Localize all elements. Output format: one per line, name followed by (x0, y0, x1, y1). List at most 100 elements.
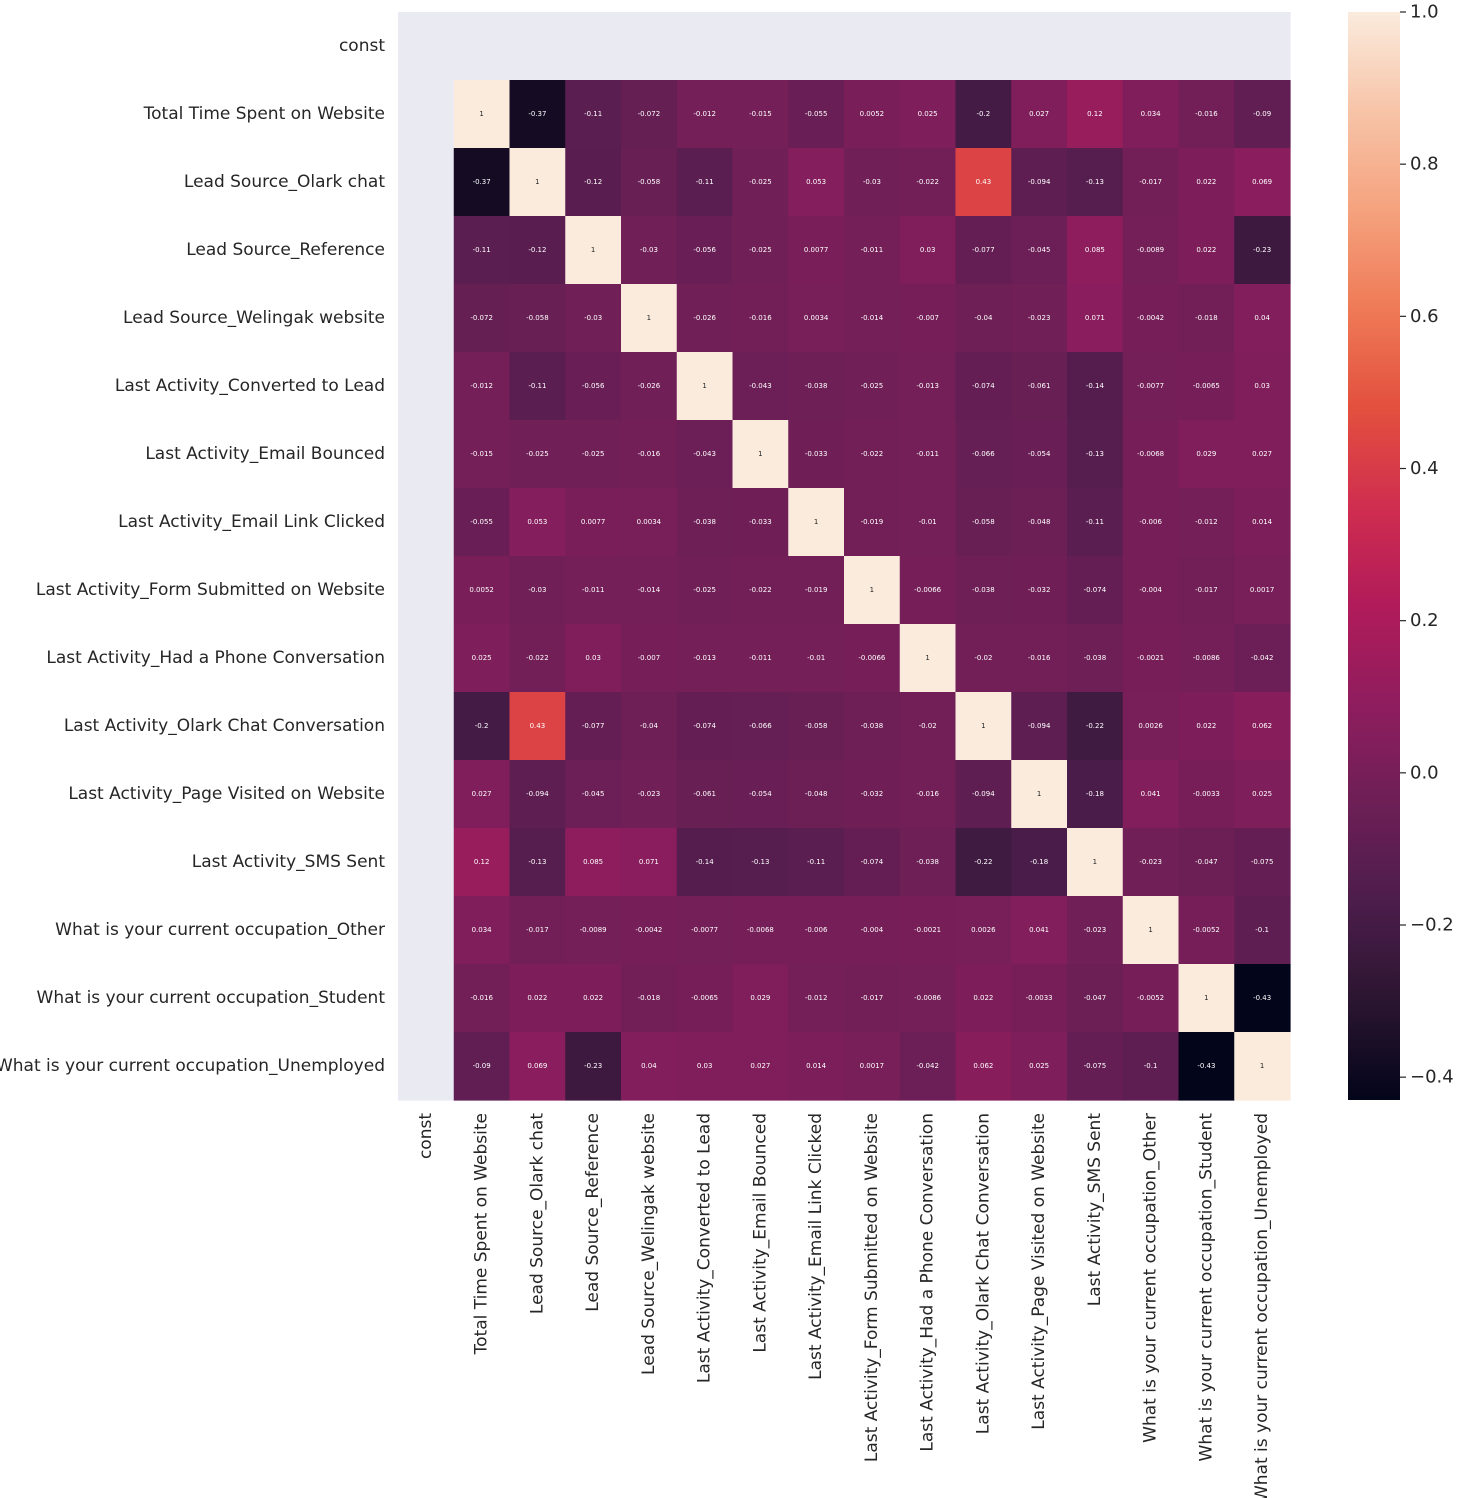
heatmap-cell (621, 760, 678, 829)
heatmap-cell (1122, 828, 1180, 897)
cell-value-label: -0.0086 (914, 994, 942, 1002)
heatmap-cell (565, 760, 622, 829)
heatmap-cell (899, 420, 957, 489)
heatmap-cell (732, 692, 789, 761)
cell-value-label: 0.025 (1252, 790, 1272, 798)
heatmap-cell (1011, 828, 1068, 897)
cell-value-label: 0.062 (1252, 722, 1272, 730)
cell-value-label: -0.022 (861, 450, 884, 458)
cell-value-label: -0.032 (861, 790, 884, 798)
cell-value-label: 0.071 (1085, 314, 1105, 322)
heatmap-cell (732, 760, 789, 829)
heatmap-cell (788, 896, 845, 965)
cell-value-label: -0.14 (696, 858, 715, 866)
heatmap-cell (1178, 1032, 1235, 1101)
cell-value-label: -0.0077 (691, 926, 718, 934)
heatmap-cell (1011, 12, 1068, 81)
cell-value-label: -0.011 (582, 586, 605, 594)
heatmap-cell (398, 352, 455, 421)
y-tick-labels: const Total Time Spent on Website Lead Sou… (0, 36, 385, 1076)
heatmap-cell (899, 1032, 957, 1101)
cell-value-label: -0.11 (696, 178, 714, 186)
heatmap-cell (899, 964, 957, 1033)
heatmap-cell (509, 624, 566, 693)
cell-value-label: 1 (535, 178, 539, 186)
heatmap-cell (1122, 80, 1180, 149)
cell-value-label: -0.0052 (1193, 926, 1220, 934)
heatmap-cell (788, 80, 845, 149)
cell-value-label: -0.015 (749, 110, 772, 118)
heatmap-cell (509, 80, 566, 149)
heatmap-cell (1067, 896, 1124, 965)
heatmap-cell (1122, 12, 1180, 81)
cell-value-label: -0.11 (584, 110, 602, 118)
heatmap-cell (844, 216, 901, 285)
heatmap-cell (955, 216, 1012, 285)
heatmap-cell (398, 692, 455, 761)
cell-value-label: -0.025 (861, 382, 884, 390)
cell-value-label: -0.04 (974, 314, 993, 322)
cell-value-label: 0.03 (697, 1062, 713, 1070)
cell-value-label: 1 (1093, 858, 1097, 866)
heatmap-cell (1178, 556, 1235, 625)
heatmap-cell (1178, 12, 1235, 81)
cell-value-label: 0.03 (920, 246, 936, 254)
cell-value-label: -0.013 (916, 382, 939, 390)
cell-value-label: -0.014 (861, 314, 884, 322)
cell-value-label: -0.038 (972, 586, 995, 594)
x-tick-label: Last Activity_Page Visited on Website (1029, 1113, 1049, 1430)
y-tick-label: Lead Source_Welingak website (123, 308, 385, 328)
x-tick-label: Total Time Spent on Website (472, 1113, 492, 1355)
cell-value-label: 0.022 (973, 994, 993, 1002)
cell-value-label: -0.0068 (1137, 450, 1164, 458)
heatmap-cell (453, 1032, 511, 1101)
heatmap-cell (676, 964, 734, 1033)
y-tick-label: Last Activity_Email Bounced (145, 444, 385, 464)
heatmap-cell (732, 1032, 789, 1101)
heatmap-cell (844, 828, 901, 897)
cell-value-label: -0.0021 (1137, 654, 1164, 662)
cell-value-label: 0.022 (1196, 178, 1216, 186)
cell-value-label: 0.0026 (1138, 722, 1163, 730)
heatmap-cell (1122, 692, 1180, 761)
heatmap-cell (398, 12, 455, 81)
colorbar-tick-label: −0.4 (1410, 1067, 1454, 1088)
cell-value-label: -0.04 (640, 722, 659, 730)
y-tick-label: What is your current occupation_Unemploy… (0, 1056, 385, 1076)
cell-value-label: 0.0017 (860, 1062, 885, 1070)
heatmap-cell (844, 760, 901, 829)
heatmap-cell (788, 828, 845, 897)
cell-value-label: -0.019 (861, 518, 884, 526)
heatmap-cell (565, 1032, 622, 1101)
cell-value-label: 0.034 (1141, 110, 1162, 118)
cell-value-label: -0.056 (582, 382, 605, 390)
heatmap-cell (1234, 556, 1291, 625)
heatmap-cell (1178, 964, 1235, 1033)
heatmap-cell (621, 1032, 678, 1101)
cell-value-label: 1 (758, 450, 762, 458)
cell-value-label: 0.0077 (804, 246, 829, 254)
heatmap-cell (676, 1032, 734, 1101)
cell-value-label: 0.0052 (860, 110, 885, 118)
cell-value-label: -0.072 (638, 110, 661, 118)
cell-value-label: 0.069 (527, 1062, 547, 1070)
x-tick-label: Lead Source_Reference (583, 1113, 603, 1312)
cell-value-label: -0.061 (1028, 382, 1051, 390)
x-tick-label: Last Activity_Olark Chat Conversation (973, 1113, 993, 1434)
heatmap-cell (509, 828, 566, 897)
cell-value-label: 0.014 (806, 1062, 827, 1070)
cell-value-label: 0.053 (527, 518, 547, 526)
heatmap-cell (899, 216, 957, 285)
heatmap-cell (732, 216, 789, 285)
heatmap-cell (844, 148, 901, 217)
heatmap-cell (398, 1032, 455, 1101)
heatmap-cell (398, 896, 455, 965)
x-tick-label: Lead Source_Olark chat (527, 1113, 547, 1314)
heatmap-cell (732, 896, 789, 965)
heatmap-cell (621, 624, 678, 693)
heatmap-cell (509, 352, 566, 421)
cell-value-label: -0.077 (582, 722, 605, 730)
heatmap-cell (509, 488, 566, 557)
heatmap-cell (676, 216, 734, 285)
heatmap-cell (398, 80, 455, 149)
